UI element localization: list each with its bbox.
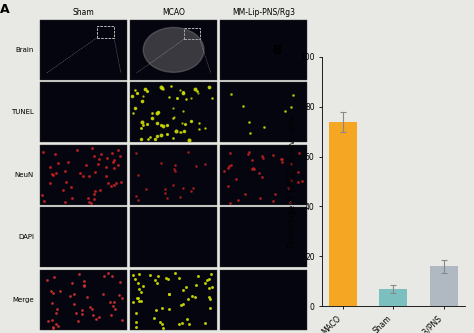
FancyBboxPatch shape (40, 145, 127, 205)
Text: MCAO: MCAO (162, 8, 185, 17)
FancyBboxPatch shape (40, 207, 127, 267)
FancyBboxPatch shape (40, 270, 127, 330)
Text: NeuN: NeuN (15, 172, 34, 178)
Text: DAPI: DAPI (18, 234, 34, 240)
FancyBboxPatch shape (40, 20, 127, 80)
FancyBboxPatch shape (130, 145, 217, 205)
FancyBboxPatch shape (130, 83, 217, 142)
FancyBboxPatch shape (220, 207, 307, 267)
Y-axis label: Percentage of TUNEL-positive cells: Percentage of TUNEL-positive cells (288, 115, 297, 248)
Bar (430, 266, 458, 306)
FancyBboxPatch shape (130, 20, 217, 80)
FancyBboxPatch shape (220, 270, 307, 330)
Bar (184, 28, 200, 39)
Text: Merge: Merge (12, 297, 34, 303)
Text: TUNEL: TUNEL (11, 109, 34, 115)
FancyBboxPatch shape (220, 83, 307, 142)
Bar (329, 122, 356, 306)
Bar (380, 289, 407, 306)
Text: B: B (273, 44, 282, 57)
FancyBboxPatch shape (220, 145, 307, 205)
Text: Sham: Sham (73, 8, 95, 17)
Ellipse shape (143, 27, 204, 72)
FancyBboxPatch shape (130, 270, 217, 330)
FancyBboxPatch shape (130, 207, 217, 267)
FancyBboxPatch shape (220, 20, 307, 80)
Text: Brain: Brain (16, 47, 34, 53)
Text: A: A (0, 3, 9, 16)
FancyBboxPatch shape (40, 83, 127, 142)
Text: MM-Lip-PNS/Rg3: MM-Lip-PNS/Rg3 (232, 8, 295, 17)
Bar (97, 26, 114, 38)
